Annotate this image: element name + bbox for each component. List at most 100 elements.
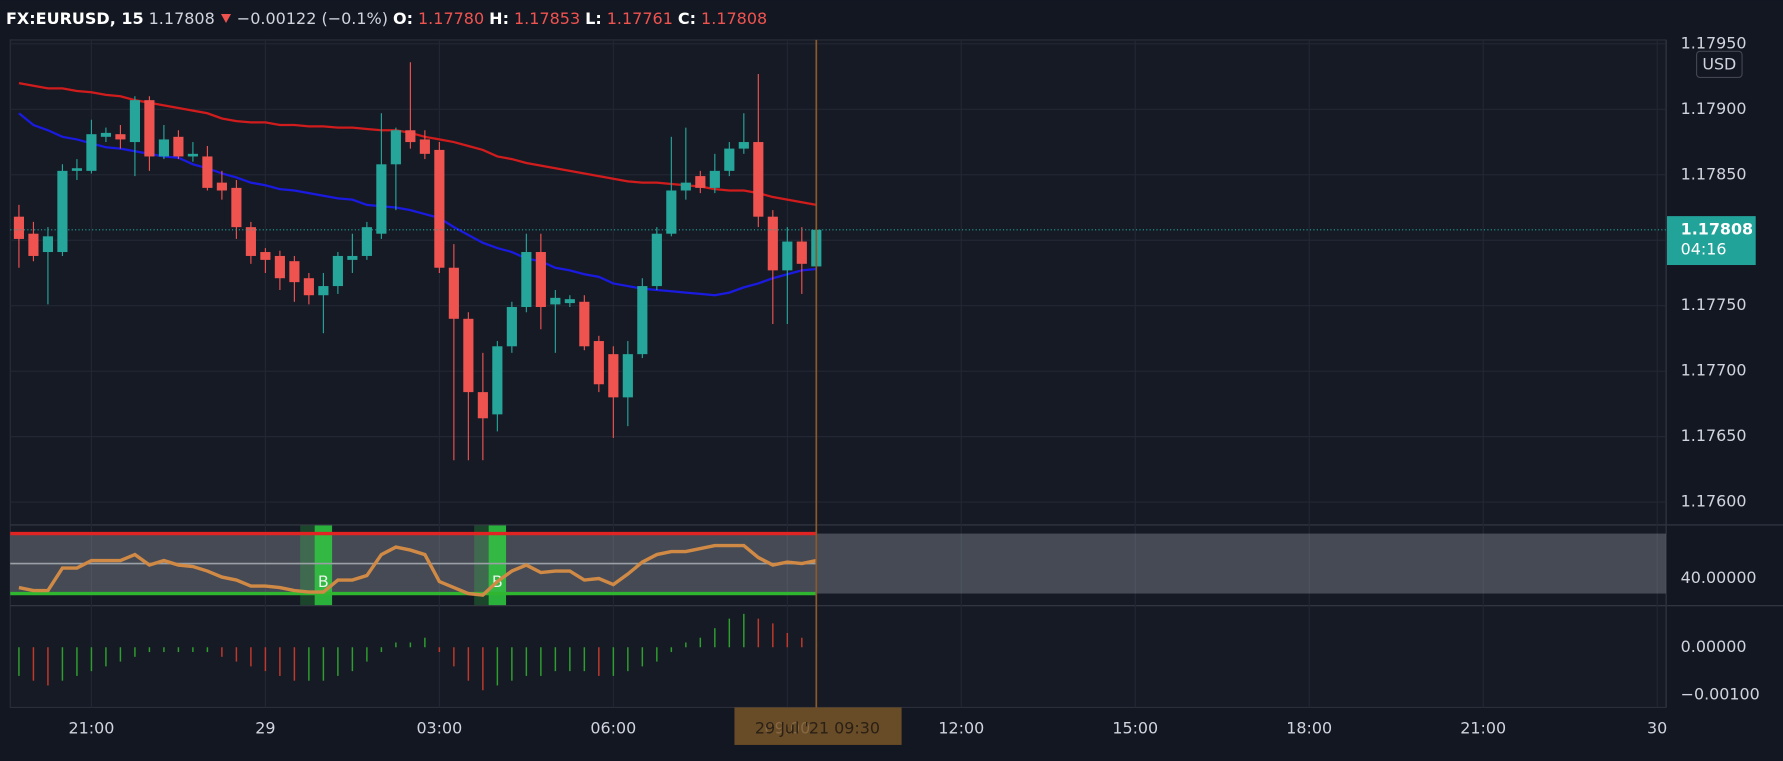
- candle-body: [593, 341, 604, 385]
- candle-body: [332, 255, 343, 287]
- candle-body: [405, 130, 416, 143]
- candle-body: [303, 278, 314, 296]
- x-tick-label: 06:00: [590, 719, 636, 738]
- candle-body: [709, 170, 720, 188]
- y-tick-label: 1.17900: [1681, 99, 1747, 118]
- candle-body: [361, 227, 372, 256]
- candle-body: [492, 346, 503, 415]
- candle-body: [666, 190, 677, 234]
- down-arrow-icon: [220, 14, 231, 23]
- y-tick-label: 1.17600: [1681, 492, 1747, 511]
- candle-body: [187, 153, 198, 157]
- x-tick-label: 21:00: [68, 719, 114, 738]
- ohlc-value: 1.17808: [701, 8, 768, 28]
- axes: 21:002903:0006:0009:0012:0015:0018:0021:…: [68, 33, 1760, 745]
- oscillator-line: [18, 543, 817, 597]
- candle-body: [28, 233, 39, 256]
- ohlc-value: 1.17780: [418, 8, 485, 28]
- candle-body: [100, 132, 111, 137]
- candle-body: [448, 267, 459, 319]
- candle-body: [245, 227, 256, 256]
- countdown-label: 04:16: [1681, 240, 1727, 259]
- candle-body: [260, 252, 271, 260]
- y-tick-label: 1.17650: [1681, 426, 1747, 445]
- y-tick-label: 1.17950: [1681, 33, 1747, 52]
- ohlc-label: L:: [585, 8, 602, 28]
- candle-body: [463, 318, 474, 393]
- candle-body: [680, 182, 691, 191]
- candle-body: [390, 130, 401, 165]
- x-tick-label: 18:00: [1286, 719, 1332, 738]
- candle-body: [216, 182, 227, 191]
- candle-body: [724, 148, 735, 171]
- candle-body: [521, 252, 532, 308]
- candle-body: [477, 392, 488, 419]
- candle-body: [695, 176, 706, 188]
- candle-body: [13, 216, 25, 239]
- last-price: 1.17808: [148, 8, 215, 28]
- candle-body: [767, 216, 778, 271]
- candle-body: [202, 156, 213, 188]
- candle-body: [550, 297, 561, 305]
- plot-area: [9, 39, 1667, 708]
- histogram-pane: [18, 613, 818, 691]
- candle-body: [86, 134, 97, 171]
- last-price-label: 1.17808: [1681, 219, 1753, 238]
- candle-body: [347, 255, 358, 260]
- x-tick-label: 29: [255, 719, 275, 738]
- ohlc-label: H:: [489, 8, 509, 28]
- candle-body: [434, 149, 445, 268]
- y-tick-label: 1.17850: [1681, 164, 1747, 183]
- y-tick-label: 40.00000: [1681, 568, 1757, 587]
- x-tick-label: 15:00: [1112, 719, 1158, 738]
- ohlc-value: 1.17761: [606, 8, 673, 28]
- candle-body: [651, 233, 662, 287]
- candle-body: [637, 286, 648, 355]
- candle-body: [173, 136, 184, 157]
- x-tick-label: 30: [1647, 719, 1667, 738]
- signal-bar: [314, 525, 333, 606]
- candle-body: [535, 252, 546, 308]
- currency-box: [1696, 50, 1743, 79]
- crosshair-box: [734, 707, 902, 745]
- y-tick-label: 1.17750: [1681, 295, 1747, 314]
- candle-body: [144, 100, 155, 157]
- x-tick-label: 21:00: [1460, 719, 1506, 738]
- signal-label: B: [318, 572, 329, 591]
- candle-body: [42, 236, 54, 253]
- candle-body: [376, 164, 387, 234]
- candle-body: [564, 299, 575, 304]
- candle-body: [115, 134, 126, 140]
- ohlc-value: 1.17853: [513, 8, 581, 28]
- y-tick-label: 0.00000: [1681, 637, 1747, 656]
- candle-body: [71, 168, 82, 171]
- candle-body: [796, 241, 807, 264]
- candle-body: [753, 142, 764, 217]
- ohlc-label: C:: [677, 8, 697, 28]
- candle-body: [231, 187, 242, 228]
- x-tick-label: 12:00: [938, 719, 984, 738]
- grid: [10, 39, 1666, 708]
- last-price-box: [1667, 216, 1756, 266]
- candle-body: [57, 170, 68, 253]
- candle-body: [608, 354, 619, 398]
- price-change: −0.00122 (−0.1%): [236, 8, 388, 28]
- candle-body: [274, 255, 285, 279]
- candle-body: [158, 139, 169, 157]
- currency-label: USD: [1702, 54, 1736, 73]
- symbol: FX:EURUSD, 15: [6, 8, 144, 28]
- y-tick-label: −0.00100: [1681, 685, 1760, 704]
- y-tick-label: 1.17700: [1681, 361, 1747, 380]
- candle-body: [782, 241, 793, 271]
- candle-body: [622, 354, 633, 398]
- candle-body: [579, 301, 590, 347]
- candle-body: [318, 286, 329, 296]
- candle-body: [289, 261, 300, 283]
- candle-body: [419, 139, 430, 154]
- x-tick-label: 03:00: [416, 719, 462, 738]
- crosshair-label: 29 Jul '21 09:30: [755, 719, 880, 738]
- candle-body: [129, 100, 140, 143]
- header: FX:EURUSD, 15 1.17808 −0.00122 (−0.1%) O…: [6, 0, 767, 36]
